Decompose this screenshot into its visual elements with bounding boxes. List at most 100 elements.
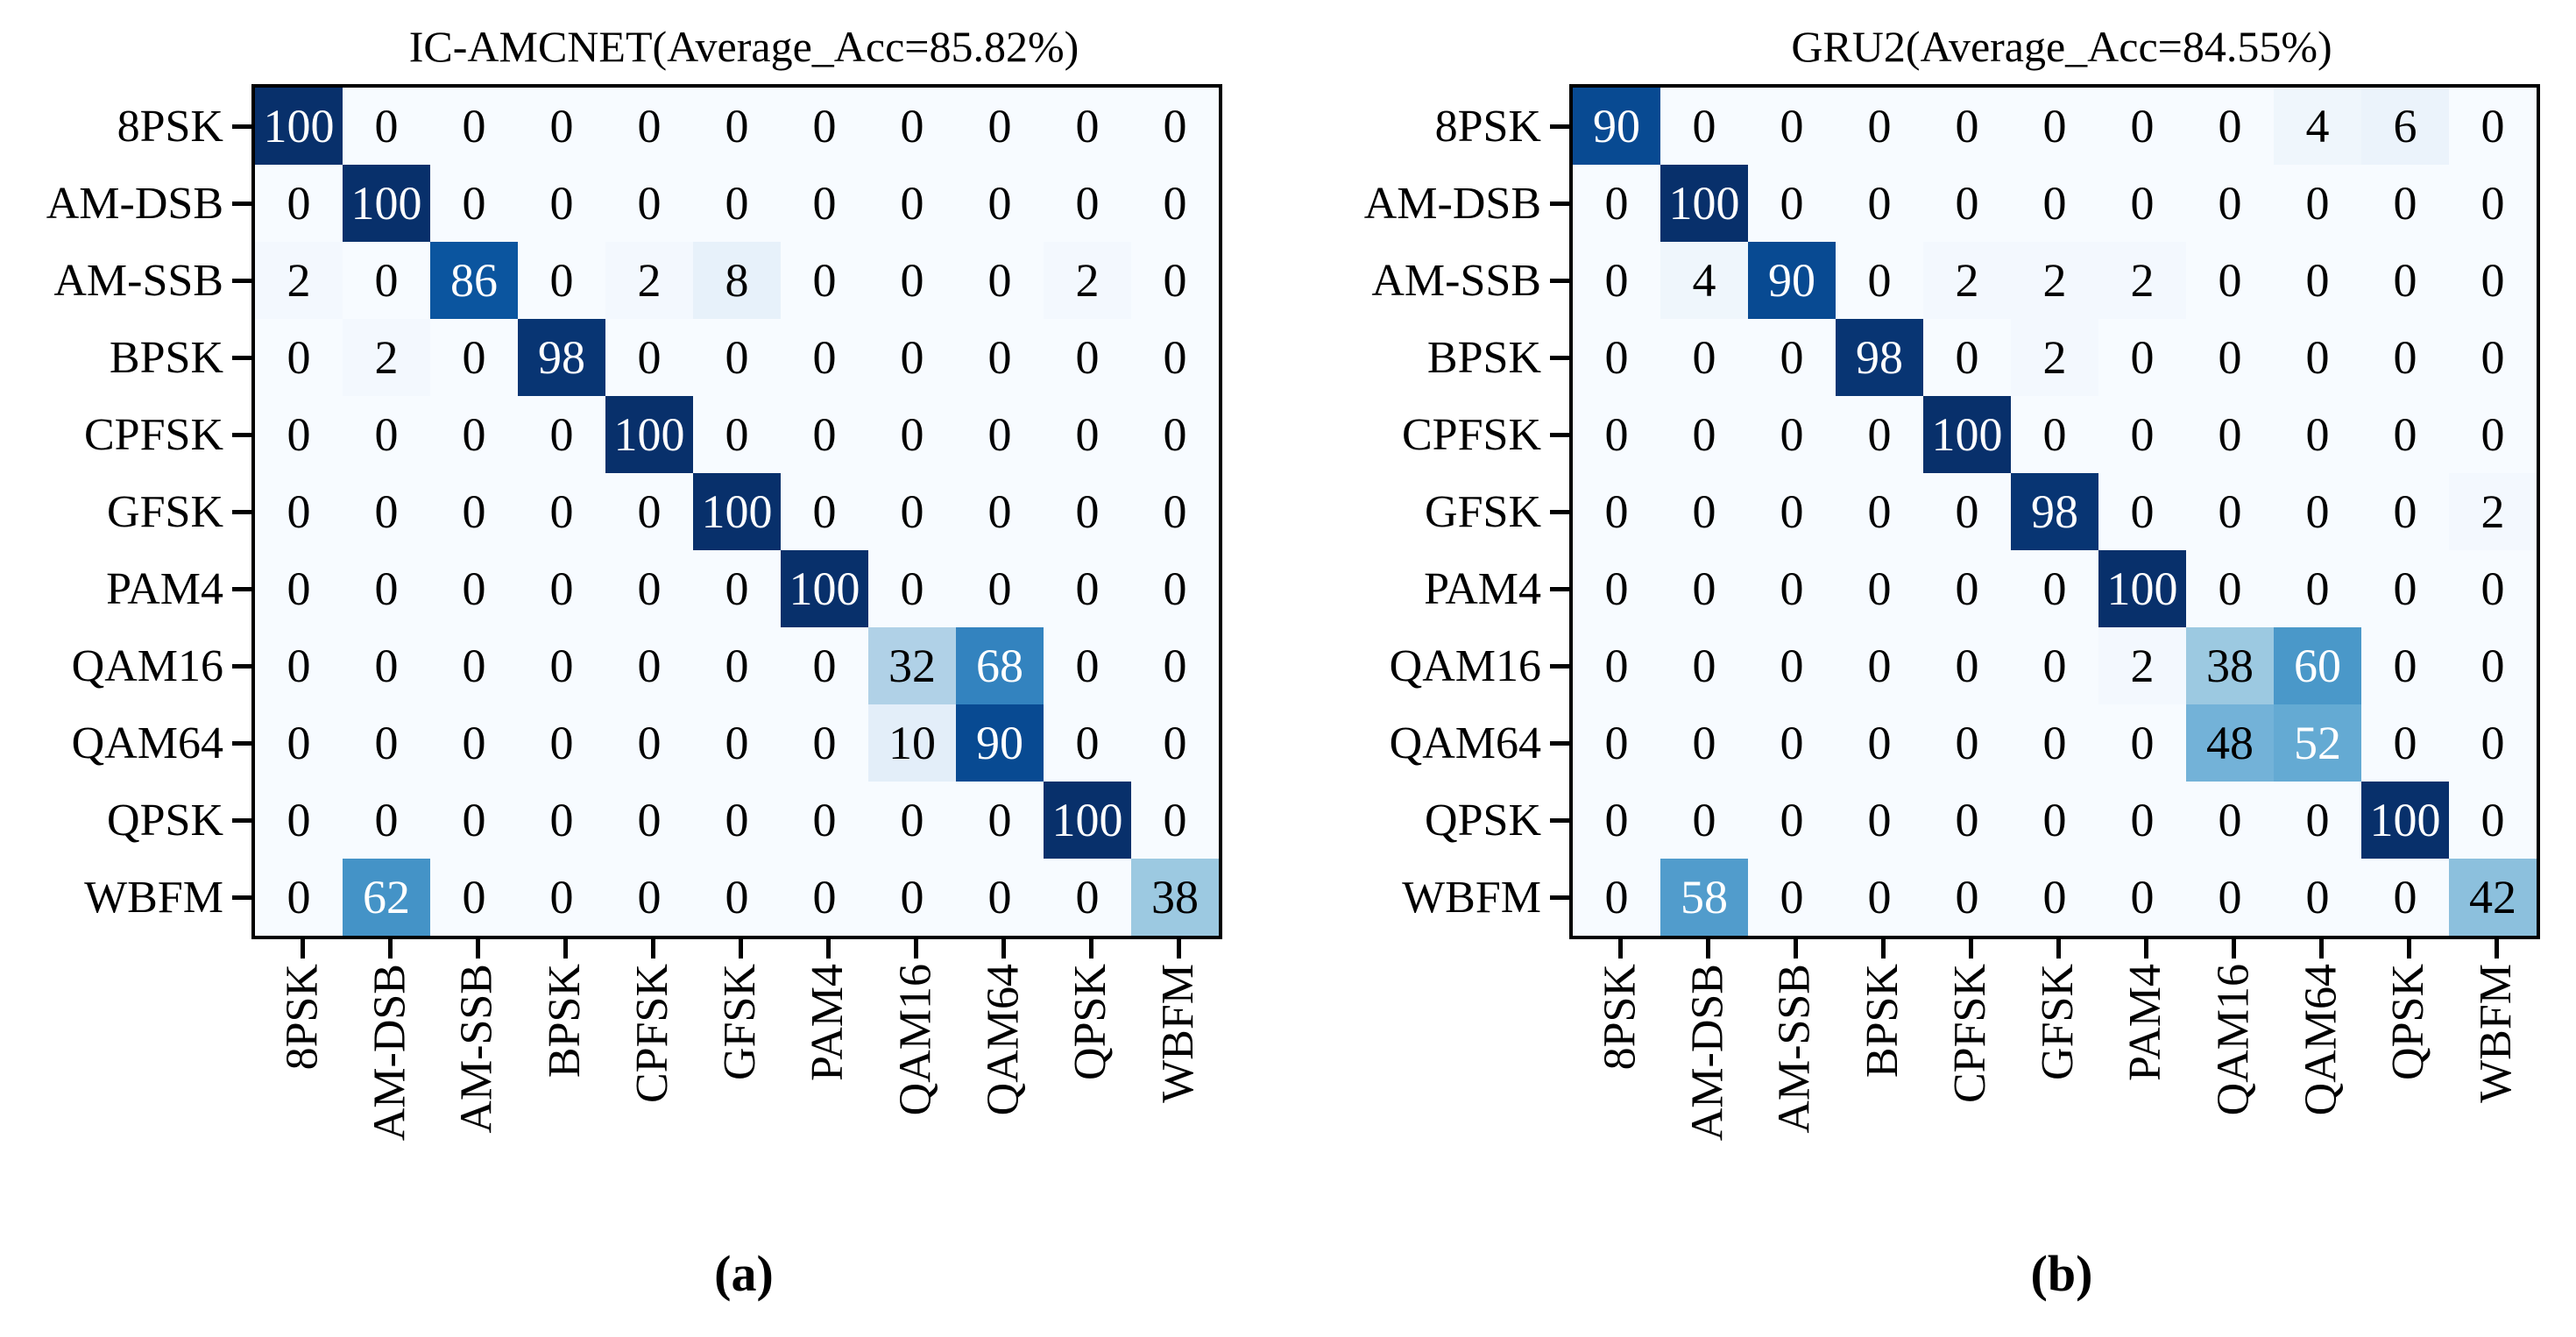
heatmap-cell: 0: [2011, 627, 2098, 704]
heatmap-cell: 0: [781, 165, 868, 242]
x-tick: [387, 939, 393, 959]
heatmap-cell: 100: [1660, 165, 1748, 242]
heatmap-cell: 0: [781, 782, 868, 859]
x-tick-cell: [521, 939, 609, 960]
heatmap-cell: 0: [2011, 396, 2098, 473]
x-tick-cell: [1135, 939, 1222, 960]
heatmap-cell: 0: [2186, 782, 2274, 859]
heatmap-cell: 0: [781, 396, 868, 473]
confusion-matrix-panel-a: IC-AMCNET(Average_Acc=85.82%) 8PSK AM-DSB…: [36, 12, 1222, 1303]
heatmap-cell: 0: [1836, 396, 1923, 473]
y-tick: [232, 201, 251, 206]
x-tick: [1176, 939, 1181, 959]
heatmap-cell: 100: [605, 396, 693, 473]
x-tick: [2056, 939, 2061, 959]
y-tick-label: BPSK: [109, 332, 223, 383]
heatmap-cell: 0: [1044, 550, 1131, 627]
heatmap-cell: 0: [1573, 165, 1660, 242]
heatmap-cell: 0: [1131, 396, 1219, 473]
heatmap-cell: 0: [343, 473, 430, 550]
heatmap-cell: 0: [1044, 627, 1131, 704]
heatmap-cell: 100: [2361, 782, 2449, 859]
panel-caption: (b): [2030, 1245, 2093, 1302]
x-tick: [825, 939, 831, 959]
y-tick-row: AM-SSB: [1354, 242, 1569, 319]
x-tick: [1001, 939, 1006, 959]
x-tick-label: QAM16: [2208, 964, 2258, 1116]
heatmap-cell: 2: [605, 242, 693, 319]
heatmap-cell: 0: [430, 859, 518, 936]
x-tick-label-cell: QAM16: [2190, 960, 2277, 1239]
heatmap-cell: 0: [1923, 473, 2011, 550]
x-tick-cell: [872, 939, 959, 960]
x-tick-cell: [609, 939, 697, 960]
heatmap-cell: 6: [2361, 88, 2449, 165]
heatmap-cell: 0: [1836, 165, 1923, 242]
x-tick: [2318, 939, 2324, 959]
heatmap-cell: 0: [605, 319, 693, 396]
y-tick-label: QPSK: [107, 795, 223, 845]
heatmap-cell: 0: [605, 165, 693, 242]
heatmap-cell: 0: [1748, 859, 1836, 936]
heatmap-cell: 0: [781, 319, 868, 396]
heatmap-cell: 0: [2011, 704, 2098, 782]
y-tick: [1550, 432, 1569, 437]
x-tick-label-cell: QAM64: [2277, 960, 2365, 1239]
heatmap-cell: 0: [1131, 319, 1219, 396]
heatmap-cell: 100: [1044, 782, 1131, 859]
y-tick-label: AM-SSB: [1371, 255, 1541, 306]
heatmap-cell: 0: [605, 782, 693, 859]
heatmap-cell: 0: [956, 550, 1044, 627]
heatmap-cell: 0: [518, 165, 605, 242]
heatmap-cell: 0: [868, 859, 956, 936]
x-tick-label-cell: AM-DSB: [1664, 960, 1752, 1239]
heatmap-cell: 0: [1131, 782, 1219, 859]
heatmap-cell: 0: [1573, 859, 1660, 936]
x-tick-label: QAM64: [978, 964, 1028, 1116]
x-tick-label: QPSK: [1065, 964, 1115, 1080]
y-tick-row: 8PSK: [36, 88, 251, 165]
heatmap-cell: 0: [2274, 859, 2361, 936]
x-tick-cell: [697, 939, 784, 960]
y-tick-row: WBFM: [1354, 859, 1569, 936]
heatmap-cell: 0: [2361, 319, 2449, 396]
heatmap-cell: 0: [1131, 165, 1219, 242]
y-tick-row: QPSK: [1354, 782, 1569, 859]
y-tick: [1550, 201, 1569, 206]
x-tick-label-cell: BPSK: [521, 960, 609, 1239]
x-tick-cell: [784, 939, 872, 960]
heatmap-cell: 0: [255, 782, 343, 859]
heatmap-cell: 0: [2449, 165, 2537, 242]
x-tick-cell: [2014, 939, 2102, 960]
y-tick-label: 8PSK: [117, 101, 223, 152]
heatmap-cell: 0: [781, 859, 868, 936]
heatmap-cell: 0: [2361, 242, 2449, 319]
y-tick-row: QAM16: [1354, 627, 1569, 704]
y-tick-row: GFSK: [36, 473, 251, 550]
heatmap-cell: 0: [781, 627, 868, 704]
heatmap-cell: 0: [1748, 88, 1836, 165]
y-tick: [1550, 740, 1569, 746]
y-tick-row: QAM64: [36, 704, 251, 782]
heatmap-cell: 0: [343, 88, 430, 165]
heatmap-cell: 0: [693, 627, 781, 704]
heatmap-cell: 0: [1044, 319, 1131, 396]
x-tick-label-cell: PAM4: [784, 960, 872, 1239]
heatmap-cell: 0: [2274, 319, 2361, 396]
heatmap-cell: 0: [1573, 550, 1660, 627]
heatmap-cell: 0: [2098, 396, 2186, 473]
heatmap-cell: 0: [255, 704, 343, 782]
heatmap-cell: 0: [1923, 550, 2011, 627]
heatmap-cell: 0: [605, 473, 693, 550]
x-tick-label: AM-DSB: [1682, 964, 1732, 1142]
heatmap-cell: 2: [2449, 473, 2537, 550]
x-tick: [913, 939, 918, 959]
panel-title: GRU2(Average_Acc=84.55%): [1791, 22, 2332, 71]
heatmap-cell: 0: [1923, 627, 2011, 704]
heatmap-cell: 100: [2098, 550, 2186, 627]
x-tick-label: AM-SSB: [452, 964, 502, 1134]
heatmap-cell: 0: [343, 396, 430, 473]
heatmap-cell: 0: [868, 165, 956, 242]
heatmap-cell: 0: [1923, 88, 2011, 165]
heatmap-cell: 0: [1131, 627, 1219, 704]
